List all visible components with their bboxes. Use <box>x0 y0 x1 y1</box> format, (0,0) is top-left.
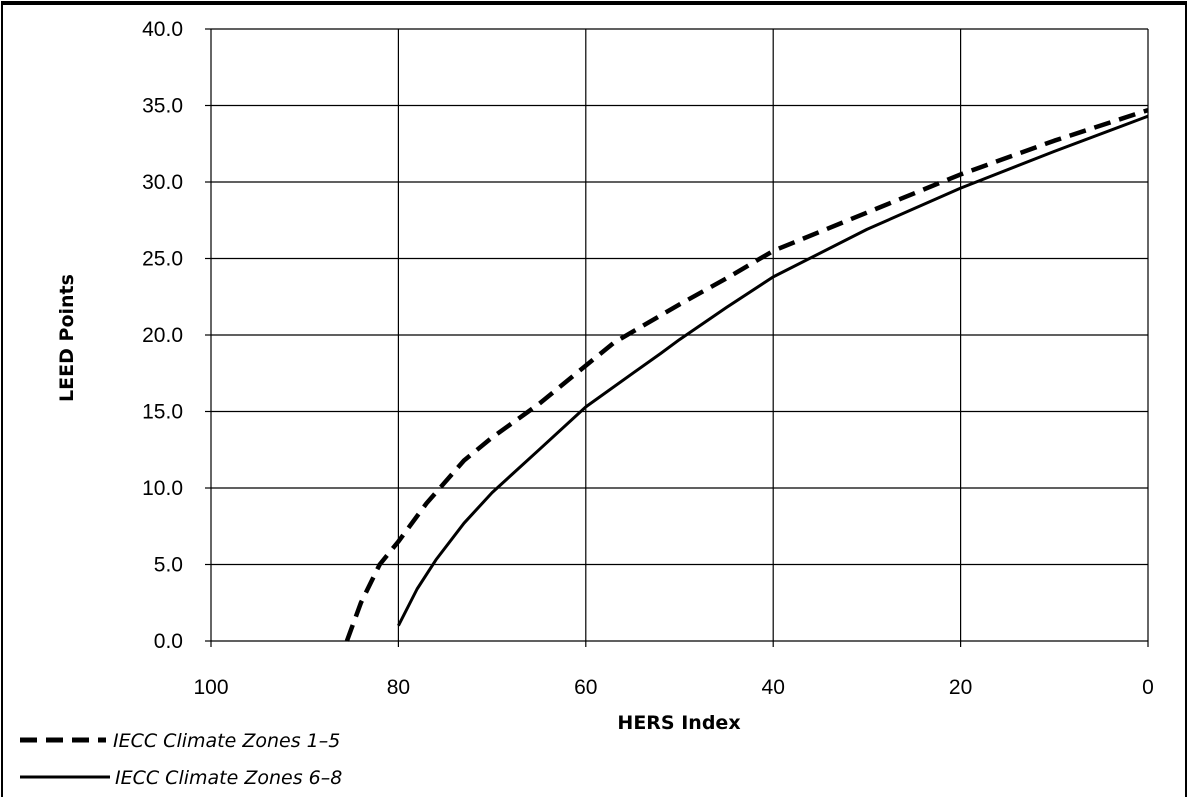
gridlines <box>205 28 1149 647</box>
series-line-zones-6-8 <box>397 114 1149 627</box>
y-tick-label: 20.0 <box>142 324 183 347</box>
y-tick-label: 15.0 <box>142 401 183 424</box>
x-tick-label: 40 <box>762 676 785 699</box>
legend-label-zones-1-5: IECC Climate Zones 1–5 <box>113 730 340 752</box>
y-tick-label: 5.0 <box>154 554 183 577</box>
legend: IECC Climate Zones 1–5 IECC Climate Zone… <box>20 730 342 789</box>
x-tick-label: 0 <box>1142 676 1154 699</box>
x-tick-label: 80 <box>387 676 410 699</box>
x-tick-label: 20 <box>949 676 972 699</box>
x-tick-label: 100 <box>193 676 228 699</box>
y-tick-label: 30.0 <box>142 171 183 194</box>
y-tick-label: 35.0 <box>142 95 183 118</box>
y-tick-label: 40.0 <box>142 18 183 41</box>
y-tick-labels: 0.0 5.0 10.0 15.0 20.0 25.0 30.0 35.0 40.0 <box>142 18 183 653</box>
x-tick-labels: 100 80 60 40 20 0 <box>193 676 1153 699</box>
series-line-zones-1-5 <box>344 107 1149 642</box>
x-tick-label: 60 <box>574 676 597 699</box>
x-axis-title: HERS Index <box>617 712 740 734</box>
series-lines <box>344 107 1149 642</box>
y-tick-label: 25.0 <box>142 248 183 271</box>
y-tick-label: 0.0 <box>154 630 183 653</box>
y-tick-label: 10.0 <box>142 477 183 500</box>
legend-label-zones-6-8: IECC Climate Zones 6–8 <box>115 767 342 789</box>
y-axis-title: LEED Points <box>56 274 78 402</box>
